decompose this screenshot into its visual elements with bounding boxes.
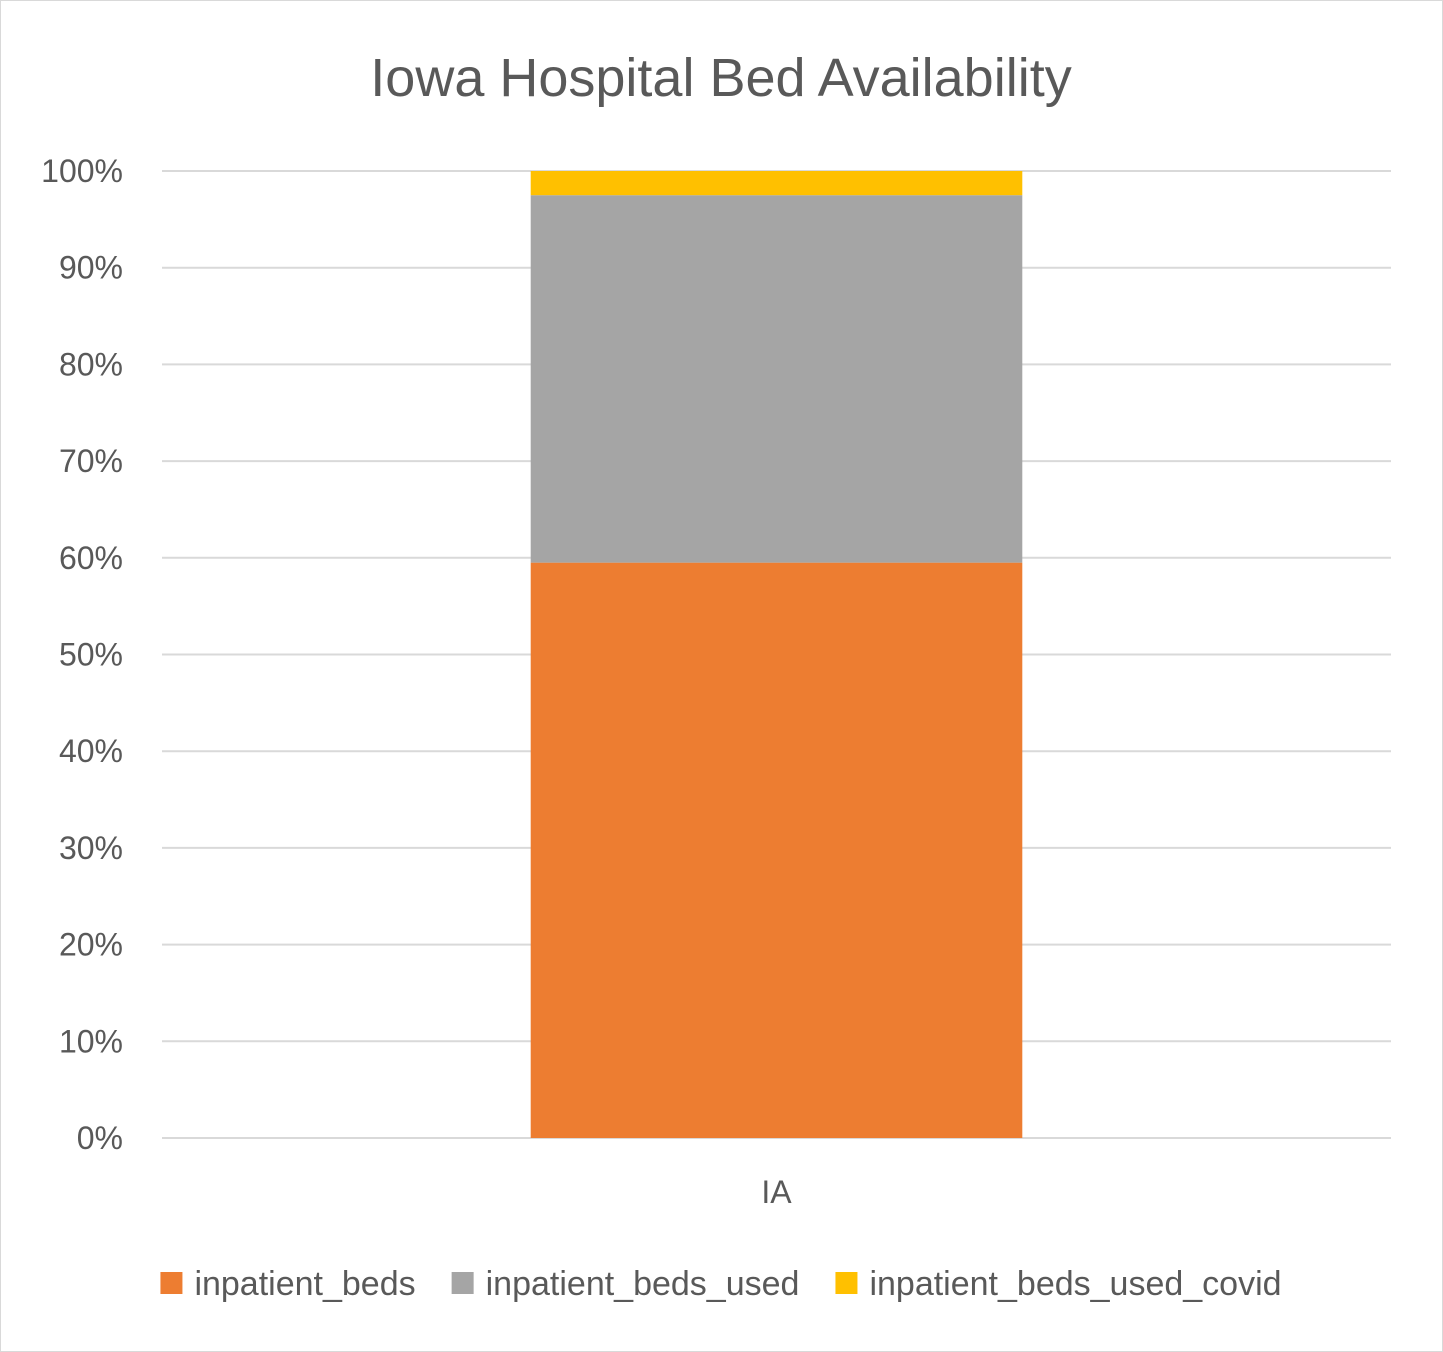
y-tick-label: 60%: [59, 540, 123, 576]
bar-segment-inpatient-beds: [530, 562, 1023, 1138]
y-tick-label: 10%: [59, 1023, 123, 1059]
bar-segment-inpatient-beds-used: [530, 195, 1023, 563]
y-tick-label: 50%: [59, 637, 123, 673]
legend-item: inpatient_beds_used_covid: [835, 1265, 1282, 1303]
y-tick-label: 30%: [59, 830, 123, 866]
y-tick-label: 0%: [77, 1120, 123, 1156]
bars: [530, 171, 1023, 1138]
legend: inpatient_beds inpatient_beds_used inpatie…: [160, 1265, 1282, 1303]
legend-item: inpatient_beds: [160, 1265, 416, 1303]
y-tick-label: 80%: [59, 346, 123, 382]
y-tick-label: 100%: [41, 153, 123, 189]
y-axis-ticks: 0% 10% 20% 30% 40% 50% 60% 70% 80% 90% 100%: [41, 153, 123, 1156]
chart-title: Iowa Hospital Bed Availability: [370, 48, 1071, 108]
y-tick-label: 20%: [59, 927, 123, 963]
y-tick-label: 40%: [59, 733, 123, 769]
legend-swatch: [835, 1272, 858, 1294]
bar-segment-inpatient-beds-used-covid: [530, 171, 1023, 196]
y-tick-label: 70%: [59, 443, 123, 479]
x-axis-categories: IA: [761, 1174, 792, 1210]
legend-label: inpatient_beds: [194, 1265, 415, 1303]
legend-label: inpatient_beds_used: [486, 1265, 800, 1303]
x-category-label: IA: [761, 1174, 792, 1210]
legend-swatch: [160, 1272, 183, 1294]
legend-item: inpatient_beds_used: [451, 1265, 800, 1303]
legend-label: inpatient_beds_used_covid: [869, 1265, 1281, 1303]
y-tick-label: 90%: [59, 250, 123, 286]
legend-swatch: [451, 1272, 474, 1294]
